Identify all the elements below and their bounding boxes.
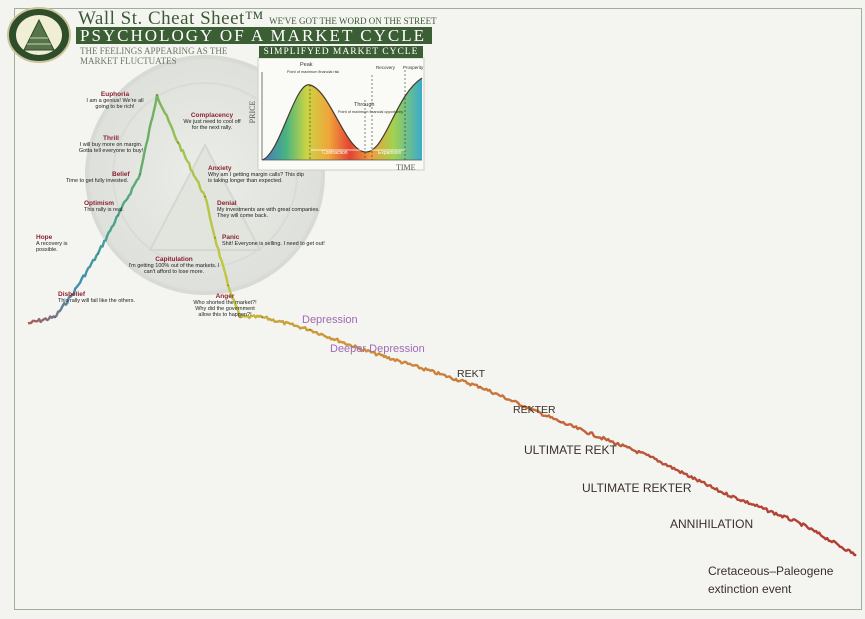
data-point-10 (239, 316, 241, 318)
phase-note: Shit! Everyone is selling. I need to get… (222, 241, 325, 247)
data-point-7 (204, 195, 206, 198)
phase-note: I will buy more on margin. Gotta tell ev… (78, 142, 144, 154)
phase-anger: Anger Who shorted the market?! Why did t… (190, 293, 260, 318)
label-rekter: REKTER (513, 404, 556, 416)
phase-note: I'm getting 100% out of the markets. I c… (128, 263, 220, 275)
phase-name: Complacency (190, 112, 234, 119)
data-point-2 (97, 252, 99, 255)
phase-name: Thrill (103, 135, 119, 142)
wall-st-logo (7, 7, 71, 63)
phase-panic: Panic Shit! Everyone is selling. I need … (222, 234, 325, 247)
market-cycle-line (27, 93, 856, 557)
phase-note: We just need to cool off for the next ra… (183, 119, 241, 131)
data-point-15 (559, 420, 561, 423)
phase-note: This rally will fail like the others. (58, 298, 136, 304)
inset-contraction: Contraction (322, 150, 348, 156)
data-point-3 (117, 214, 119, 217)
inset-through: Through (354, 102, 375, 108)
phase-name: Anger (215, 293, 235, 300)
label-ultimate-rekter: ULTIMATE REKTER (582, 481, 692, 495)
inset-peak: Peak (300, 62, 313, 68)
phase-name: Hope (36, 234, 53, 241)
phase-note: Who shorted the market?! Why did the gov… (193, 300, 257, 318)
data-point-4 (139, 173, 141, 176)
phase-hope: Hope A recovery is possible. (36, 234, 80, 253)
phase-anxiety: Anxiety Why am I getting margin calls? T… (208, 165, 308, 184)
brand-name: Wall St. Cheat Sheet™ WE'VE GOT THE WORD… (78, 8, 437, 29)
series-layer (27, 93, 857, 557)
phase-note: Why am I getting margin calls? This dip … (208, 172, 304, 184)
inset-through-note: Point of maximum financial opportunity (338, 110, 403, 114)
phase-note: A recovery is possible. (36, 241, 68, 253)
data-point-0 (54, 316, 56, 318)
inset-recovery: Recovery (376, 65, 396, 70)
label-ultimate-rekt: ULTIMATE REKT (524, 443, 617, 457)
data-point-6 (177, 141, 179, 144)
title-bar (76, 27, 432, 44)
inset-title: SIMPLIFYED MARKET CYCLE (259, 46, 423, 58)
label-extinction-event: Cretaceous–Paleogene extinction event (708, 564, 834, 596)
phase-optimism: Optimism This rally is real. (84, 200, 124, 213)
label-deeper-depression: Deeper Depression (330, 343, 425, 355)
phase-euphoria: Euphoria I am a genius! We're all going … (82, 91, 148, 110)
inset-x-label: TIME (396, 163, 416, 172)
inset-expansion: Expansion (378, 150, 402, 156)
phase-capitulation: Capitulation I'm getting 100% out of the… (124, 256, 224, 275)
data-point-12 (309, 328, 311, 331)
phase-note: I am a genius! We're all going to be ric… (86, 98, 144, 110)
phase-name: Optimism (84, 200, 114, 207)
data-point-8 (214, 236, 216, 239)
inset-market-cycle: PRICE TIME Peak Point of maximum financi… (248, 57, 425, 172)
phase-note: This rally is real. (84, 207, 124, 213)
phase-belief: Belief Time to get fully invested. (66, 171, 130, 184)
data-point-16 (649, 455, 651, 458)
data-point-13 (359, 347, 361, 350)
inset-prosperity: Prosperity (403, 65, 424, 70)
data-point-1 (71, 294, 73, 296)
phase-name: Anxiety (208, 165, 232, 172)
page-title: PSYCHOLOGY OF A MARKET CYCLE (80, 26, 426, 45)
data-point-18 (799, 522, 801, 525)
phase-name: Capitulation (155, 256, 193, 263)
data-point-5 (156, 94, 158, 96)
data-point-19 (855, 554, 857, 556)
label-rekt: REKT (457, 368, 486, 380)
page-subtitle: THE FEELINGS APPEARING AS THE MARKET FLU… (80, 46, 228, 66)
data-point-14 (479, 386, 481, 388)
phase-thrill: Thrill I will buy more on margin. Gotta … (76, 135, 146, 154)
label-depression: Depression (302, 314, 358, 326)
data-point-11 (261, 316, 263, 318)
phase-disbelief: Disbelief This rally will fail like the … (58, 291, 136, 304)
phase-name: Belief (112, 171, 130, 178)
brand-tagline: WE'VE GOT THE WORD ON THE STREET (269, 16, 437, 26)
inset-peak-note: Point of maximum financial risk (287, 70, 339, 74)
phase-note: My investments are with great companies.… (217, 207, 320, 219)
phase-name: Euphoria (100, 91, 130, 98)
label-annihilation: ANNIHILATION (670, 517, 754, 531)
phase-name: Denial (217, 200, 237, 207)
phase-name: Panic (222, 234, 240, 241)
phase-name: Disbelief (58, 291, 86, 298)
phase-denial: Denial My investments are with great com… (217, 200, 321, 219)
brand-text: Wall St. Cheat Sheet (78, 8, 245, 29)
data-point-17 (719, 490, 721, 493)
phase-complacency: Complacency We just need to cool off for… (180, 112, 244, 131)
data-point-9 (227, 284, 229, 287)
phase-note: Time to get fully invested. (66, 178, 129, 184)
inset-y-label: PRICE (248, 101, 257, 124)
